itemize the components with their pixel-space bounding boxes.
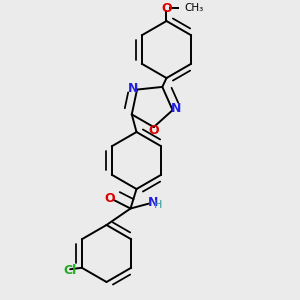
- Text: O: O: [161, 2, 172, 15]
- Text: Cl: Cl: [63, 264, 76, 277]
- Text: N: N: [148, 196, 158, 209]
- Text: O: O: [148, 124, 159, 137]
- Text: H: H: [154, 200, 163, 210]
- Text: O: O: [104, 192, 115, 205]
- Text: CH₃: CH₃: [184, 3, 203, 14]
- Text: N: N: [171, 102, 181, 116]
- Text: N: N: [128, 82, 139, 95]
